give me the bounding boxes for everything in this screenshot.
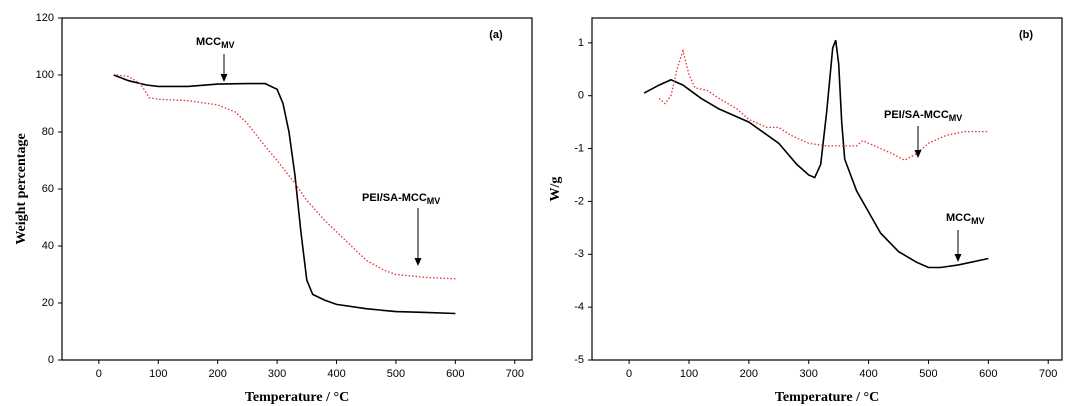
- data-line: [116, 74, 456, 280]
- annotation-arrowhead: [914, 150, 922, 158]
- y-tick-label: 100: [36, 69, 54, 81]
- x-tick-label: 500: [387, 368, 405, 380]
- data-line: [658, 48, 989, 161]
- y-tick-label: -4: [574, 301, 584, 313]
- annotation-subscript: MV: [971, 216, 985, 226]
- y-axis-title: Weight percentage: [14, 133, 29, 244]
- x-tick-label: 400: [859, 368, 877, 380]
- y-tick-label: 0: [578, 90, 584, 102]
- annotation: PEI/SA-MCCMV: [884, 109, 962, 123]
- x-axis-title: Temperature / °C: [245, 390, 349, 405]
- x-tick-label: 0: [626, 368, 632, 380]
- annotation: MCCMV: [946, 212, 985, 226]
- y-tick-label: 120: [36, 12, 54, 24]
- y-tick-label: 20: [42, 297, 54, 309]
- annotation-subscript: MV: [221, 40, 235, 50]
- x-tick-label: 600: [979, 368, 997, 380]
- panel-label: (a): [489, 29, 503, 41]
- y-tick-label: -2: [574, 195, 584, 207]
- y-tick-label: 40: [42, 240, 54, 252]
- x-axis-title: Temperature / °C: [775, 390, 879, 405]
- annotation-text: MCC: [946, 212, 971, 224]
- x-tick-label: 100: [680, 368, 698, 380]
- annotation-text: MCC: [196, 36, 221, 48]
- x-tick-label: 300: [800, 368, 818, 380]
- x-tick-label: 700: [1039, 368, 1057, 380]
- x-tick-label: 500: [919, 368, 937, 380]
- data-line: [643, 39, 989, 269]
- x-tick-label: 600: [446, 368, 464, 380]
- x-tick-label: 700: [506, 368, 524, 380]
- y-tick-label: -5: [574, 354, 584, 366]
- x-tick-label: 200: [740, 368, 758, 380]
- plot-frame: [591, 17, 1063, 361]
- y-tick-label: -3: [574, 248, 584, 260]
- annotation-arrowhead: [220, 74, 228, 82]
- x-tick-label: 200: [208, 368, 226, 380]
- data-line: [113, 74, 456, 315]
- annotation-subscript: MV: [949, 113, 963, 123]
- x-tick-label: 400: [327, 368, 345, 380]
- y-tick-label: 60: [42, 183, 54, 195]
- annotation-text: PEI/SA-MCC: [362, 192, 427, 204]
- x-tick-label: 0: [96, 368, 102, 380]
- annotation-subscript: MV: [427, 196, 441, 206]
- y-tick-label: 0: [48, 354, 54, 366]
- y-tick-label: 1: [578, 37, 584, 49]
- y-tick-label: -1: [574, 142, 584, 154]
- panel-label: (b): [1019, 29, 1033, 41]
- annotation: MCCMV: [196, 36, 235, 50]
- annotation: PEI/SA-MCCMV: [362, 192, 440, 206]
- annotation-arrowhead: [414, 258, 422, 266]
- x-tick-label: 100: [149, 368, 167, 380]
- x-tick-label: 300: [268, 368, 286, 380]
- annotation-text: PEI/SA-MCC: [884, 109, 949, 121]
- annotation-arrowhead: [954, 254, 962, 262]
- y-tick-label: 80: [42, 126, 54, 138]
- y-axis-title: W/g: [548, 177, 563, 202]
